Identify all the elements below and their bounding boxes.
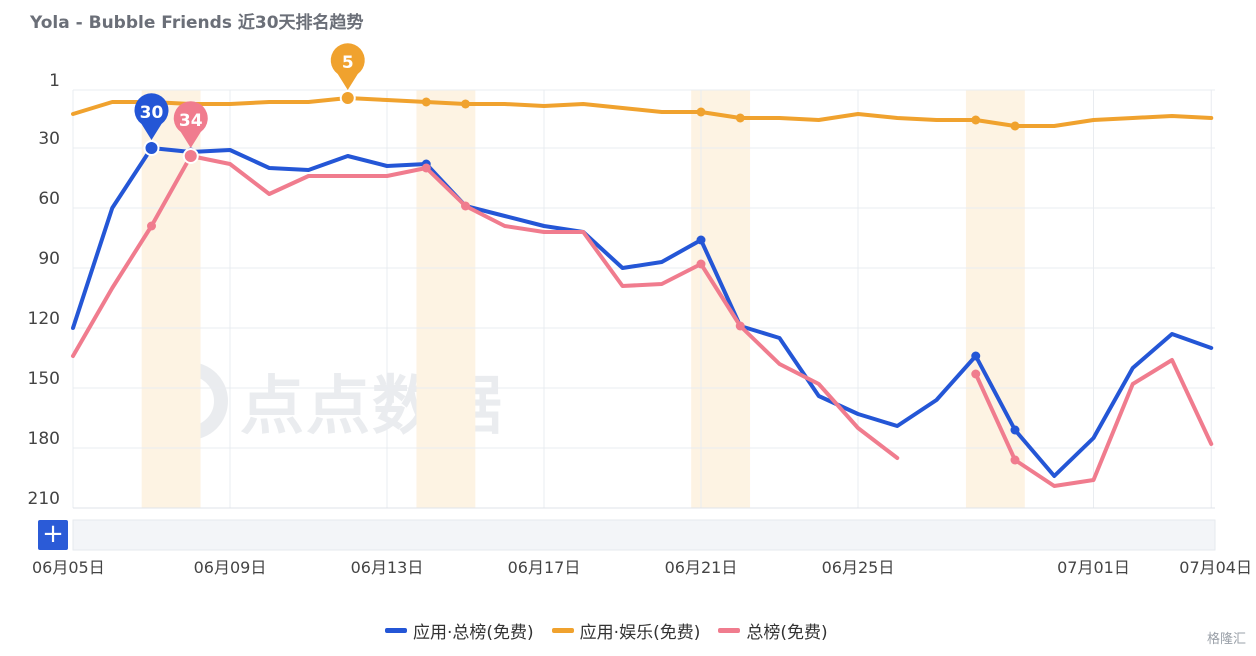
chart-title: Yola - Bubble Friends 近30天排名趋势 — [30, 13, 364, 33]
y-tick-label: 150 — [28, 369, 60, 389]
data-point — [971, 351, 981, 361]
y-tick-label: 210 — [28, 489, 60, 509]
legend-swatch — [385, 628, 407, 633]
x-tick-label: 06月09日 — [194, 558, 267, 577]
legend-label: 应用·总榜(免费) — [413, 623, 534, 643]
peak-badge-label: 30 — [140, 103, 164, 123]
data-point — [461, 201, 470, 211]
peak-point — [143, 140, 160, 156]
x-tick-label: 07月01日 — [1057, 558, 1130, 577]
peak-badge — [173, 101, 208, 148]
series-line-1 — [71, 96, 1214, 128]
data-point — [421, 163, 431, 173]
peak-badge-label: 5 — [342, 53, 354, 73]
data-point — [461, 99, 470, 109]
data-point — [735, 113, 745, 123]
series-line-0 — [71, 146, 1214, 478]
data-point — [696, 107, 706, 117]
y-tick-label: 180 — [28, 429, 60, 449]
x-tick-label: 06月17日 — [508, 558, 581, 577]
legend-item[interactable]: 应用·娱乐(免费) — [551, 618, 701, 643]
legend-item[interactable]: 总榜(免费) — [718, 618, 828, 643]
data-point — [147, 221, 156, 231]
x-tick-label: 06月05日 — [32, 558, 105, 577]
peak-badge-label: 34 — [179, 111, 203, 131]
legend-item[interactable]: 应用·总榜(免费) — [385, 618, 534, 643]
data-point — [696, 235, 706, 245]
x-tick-label: 06月13日 — [351, 558, 424, 577]
data-point — [1010, 425, 1020, 435]
peak-point — [182, 148, 199, 164]
legend-label: 应用·娱乐(免费) — [579, 623, 701, 643]
data-point — [421, 97, 431, 107]
add-button[interactable]: + — [38, 520, 68, 550]
y-tick-label: 30 — [38, 129, 60, 149]
peak-badge — [330, 43, 365, 90]
corner-watermark: 格隆汇 — [1206, 632, 1246, 647]
y-tick-label: 90 — [38, 249, 60, 269]
peak-point — [339, 90, 356, 106]
x-tick-label: 07月04日 — [1179, 558, 1252, 577]
legend-swatch — [718, 628, 741, 633]
rank-trend-chart: 1 30 60 90 120 150 180 210 06月05日 06月09日 06月13日 06月… — [28, 43, 1252, 577]
data-point — [735, 321, 745, 331]
x-tick-label: 06月25日 — [822, 558, 895, 577]
x-tick-label: 06月21日 — [665, 558, 738, 577]
weekend-band — [691, 90, 751, 508]
data-point — [1010, 455, 1020, 465]
data-point — [1010, 121, 1020, 131]
data-point — [971, 369, 981, 379]
y-tick-label: 1 — [49, 71, 60, 91]
y-tick-label: 120 — [28, 309, 60, 329]
weekend-band — [965, 90, 1025, 508]
weekend-band — [416, 90, 476, 508]
series-line-2 — [71, 154, 900, 460]
data-point — [971, 115, 981, 125]
chart-legend: 应用·总榜(免费) 应用·娱乐(免费) 总榜(免费) — [385, 618, 828, 643]
range-navigator — [72, 519, 1216, 551]
y-tick-label: 60 — [38, 189, 60, 209]
legend-swatch — [551, 628, 574, 633]
legend-label: 总榜(免费) — [746, 623, 828, 643]
peak-badge — [134, 93, 169, 140]
data-point — [696, 259, 706, 269]
